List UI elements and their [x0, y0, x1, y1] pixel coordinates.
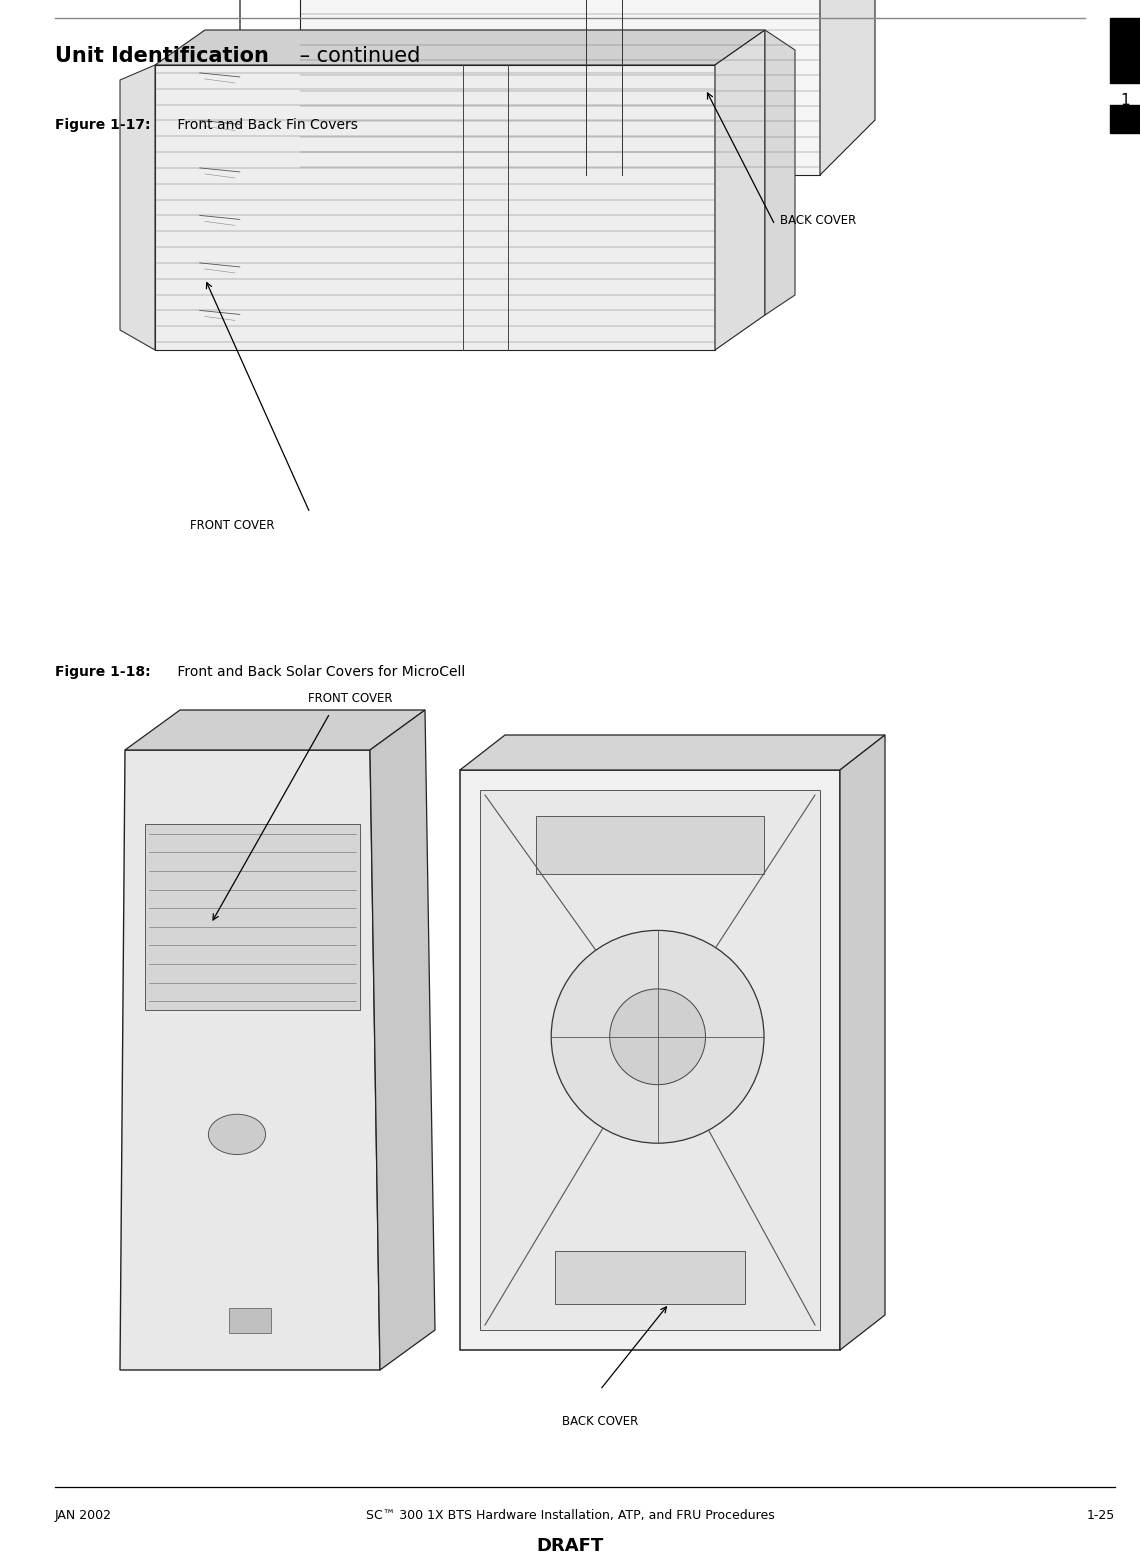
- Text: – continued: – continued: [293, 45, 421, 66]
- Text: BACK COVER: BACK COVER: [780, 213, 856, 227]
- Polygon shape: [461, 769, 840, 1351]
- Text: 1-25: 1-25: [1086, 1509, 1115, 1522]
- Polygon shape: [840, 735, 885, 1351]
- Ellipse shape: [209, 1114, 266, 1155]
- Bar: [480, 790, 820, 1330]
- Text: Unit Identification: Unit Identification: [55, 45, 269, 66]
- Text: FRONT COVER: FRONT COVER: [308, 693, 392, 705]
- Text: SC™ 300 1X BTS Hardware Installation, ATP, and FRU Procedures: SC™ 300 1X BTS Hardware Installation, AT…: [366, 1509, 774, 1522]
- Text: Figure 1-18:: Figure 1-18:: [55, 664, 150, 679]
- Polygon shape: [765, 30, 795, 315]
- Text: 1: 1: [1121, 92, 1130, 108]
- Polygon shape: [125, 710, 425, 751]
- Bar: [1110, 105, 1140, 133]
- Bar: [555, 1252, 746, 1304]
- Bar: [229, 1308, 271, 1334]
- Polygon shape: [155, 64, 715, 349]
- Circle shape: [552, 931, 764, 1144]
- Text: DRAFT: DRAFT: [537, 1537, 603, 1554]
- Text: BACK COVER: BACK COVER: [562, 1415, 638, 1428]
- Bar: [1110, 17, 1140, 83]
- Text: Figure 1-17:: Figure 1-17:: [55, 118, 150, 132]
- Polygon shape: [370, 710, 435, 1370]
- Polygon shape: [155, 30, 765, 64]
- Text: FRONT COVER: FRONT COVER: [190, 519, 275, 531]
- Polygon shape: [461, 735, 885, 769]
- Polygon shape: [120, 751, 380, 1370]
- Text: JAN 2002: JAN 2002: [55, 1509, 112, 1522]
- Text: Front and Back Fin Covers: Front and Back Fin Covers: [173, 118, 358, 132]
- Circle shape: [610, 989, 706, 1084]
- Polygon shape: [715, 30, 765, 349]
- Polygon shape: [300, 0, 820, 176]
- Text: Front and Back Solar Covers for MicroCell: Front and Back Solar Covers for MicroCel…: [173, 664, 465, 679]
- Bar: [145, 824, 360, 1011]
- Bar: [536, 816, 764, 874]
- Polygon shape: [120, 64, 155, 349]
- Polygon shape: [820, 0, 876, 176]
